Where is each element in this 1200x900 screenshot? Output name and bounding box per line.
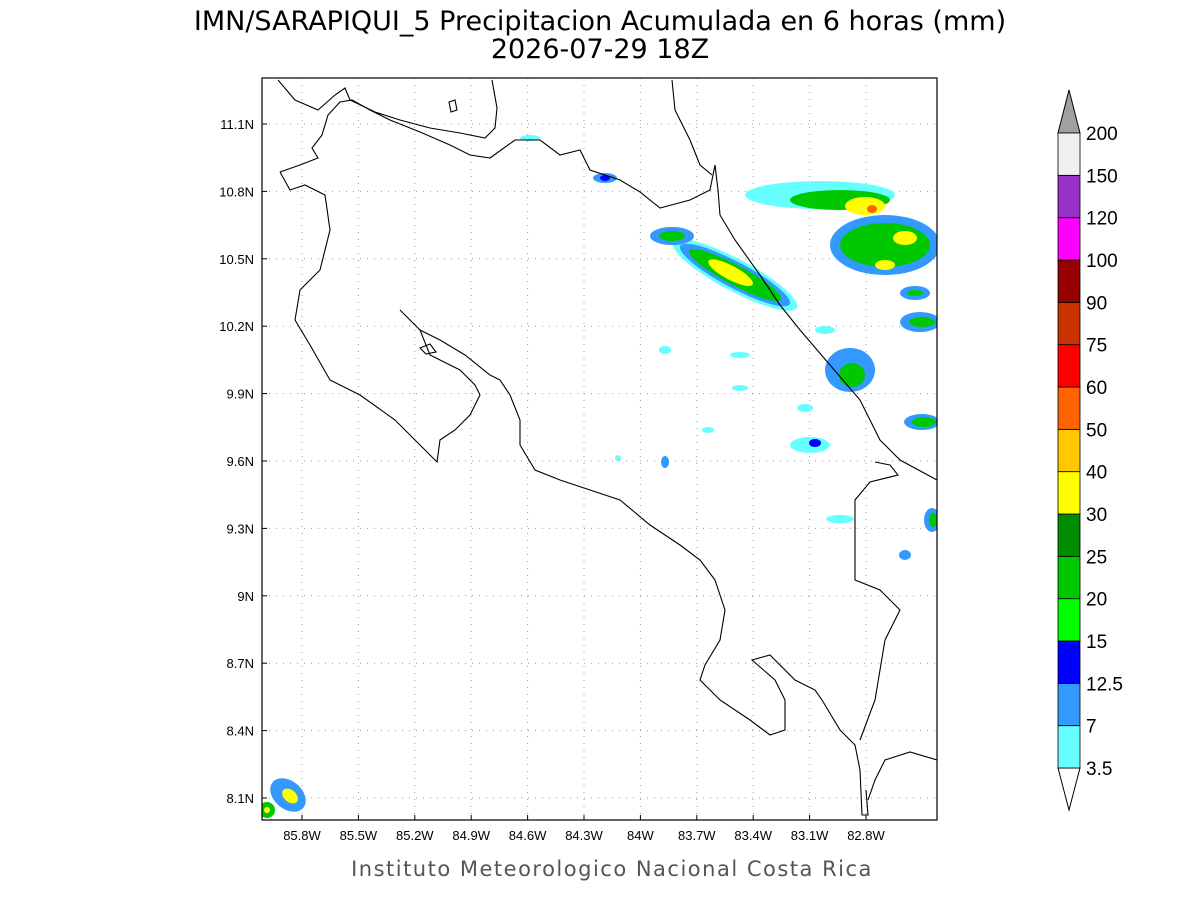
colorbar-box <box>1057 640 1081 684</box>
colorbar-label: 75 <box>1086 336 1107 357</box>
precipitation <box>262 135 937 818</box>
lon-label: 84.9W <box>452 828 490 843</box>
colorbar-label: 200 <box>1086 124 1118 145</box>
map-frame <box>261 77 938 821</box>
footer: Instituto Meteorologico Nacional Costa R… <box>351 857 873 881</box>
title: IMN/SARAPIQUI_5 Precipitacion Acumulada … <box>194 6 1006 37</box>
colorbar-box <box>1057 259 1081 303</box>
colorbar-label: 90 <box>1086 293 1107 314</box>
lon-label: 84.6W <box>509 828 547 843</box>
colorbar-label: 25 <box>1086 547 1107 568</box>
lon-label: 85.8W <box>283 828 321 843</box>
lat-label: 9.6N <box>227 454 254 469</box>
lon-label: 83.7W <box>678 828 716 843</box>
colorbar-label: 15 <box>1086 632 1107 653</box>
colorbar-box <box>1057 513 1081 557</box>
lat-label: 10.2N <box>219 319 254 334</box>
coastlines <box>277 79 937 816</box>
colorbar-label: 120 <box>1086 209 1118 230</box>
colorbar-label: 7 <box>1086 717 1097 738</box>
colorbar-under <box>1057 767 1081 812</box>
colorbar-label: 20 <box>1086 590 1107 611</box>
grid: 85.8W 85.5W 85.2W 84.9W 84.6W 84.3W 84W 83.7W 83… <box>219 78 937 843</box>
lat-label: 10.5N <box>219 252 254 267</box>
colorbar-box <box>1057 598 1081 642</box>
lon-label: 84.3W <box>565 828 603 843</box>
lon-label: 85.2W <box>396 828 434 843</box>
colorbar-box <box>1057 344 1081 388</box>
colorbar-box <box>1057 217 1081 261</box>
colorbar-box <box>1057 301 1081 346</box>
colorbar-box <box>1057 428 1081 473</box>
subtitle: 2026-07-29 18Z <box>491 34 709 65</box>
lon-label: 82.8W <box>847 828 885 843</box>
lon-label: 83.4W <box>734 828 772 843</box>
colorbar-label: 12.5 <box>1086 674 1123 695</box>
lat-label: 8.7N <box>227 656 254 671</box>
colorbar-label: 30 <box>1086 505 1107 526</box>
colorbar-box <box>1057 682 1081 727</box>
lat-label: 9.9N <box>227 387 254 402</box>
lat-label: 9.3N <box>227 521 254 536</box>
lat-label: 9N <box>237 589 254 604</box>
colorbar-box <box>1057 555 1081 600</box>
lon-label: 85.5W <box>340 828 378 843</box>
colorbar-label: 3.5 <box>1086 759 1112 780</box>
lat-label: 8.4N <box>227 724 254 739</box>
colorbar-box <box>1057 174 1081 219</box>
colorbar-box <box>1057 132 1081 176</box>
lat-label: 10.8N <box>219 184 254 199</box>
colorbar-label: 150 <box>1086 166 1118 187</box>
colorbar-label: 40 <box>1086 463 1107 484</box>
colorbar: 3.5 7 12.5 15 20 25 30 40 50 60 75 90 100 120 150 200 <box>1057 89 1123 812</box>
colorbar-label: 50 <box>1086 420 1107 441</box>
colorbar-box <box>1057 471 1081 515</box>
colorbar-over <box>1057 89 1081 134</box>
lon-label: 84W <box>627 828 654 843</box>
lat-label: 8.1N <box>227 791 254 806</box>
colorbar-box <box>1057 386 1081 430</box>
lat-label: 11.1N <box>220 117 254 132</box>
colorbar-label: 60 <box>1086 378 1107 399</box>
colorbar-label: 100 <box>1086 251 1118 272</box>
colorbar-box <box>1057 725 1081 769</box>
lon-label: 83.1W <box>791 828 829 843</box>
